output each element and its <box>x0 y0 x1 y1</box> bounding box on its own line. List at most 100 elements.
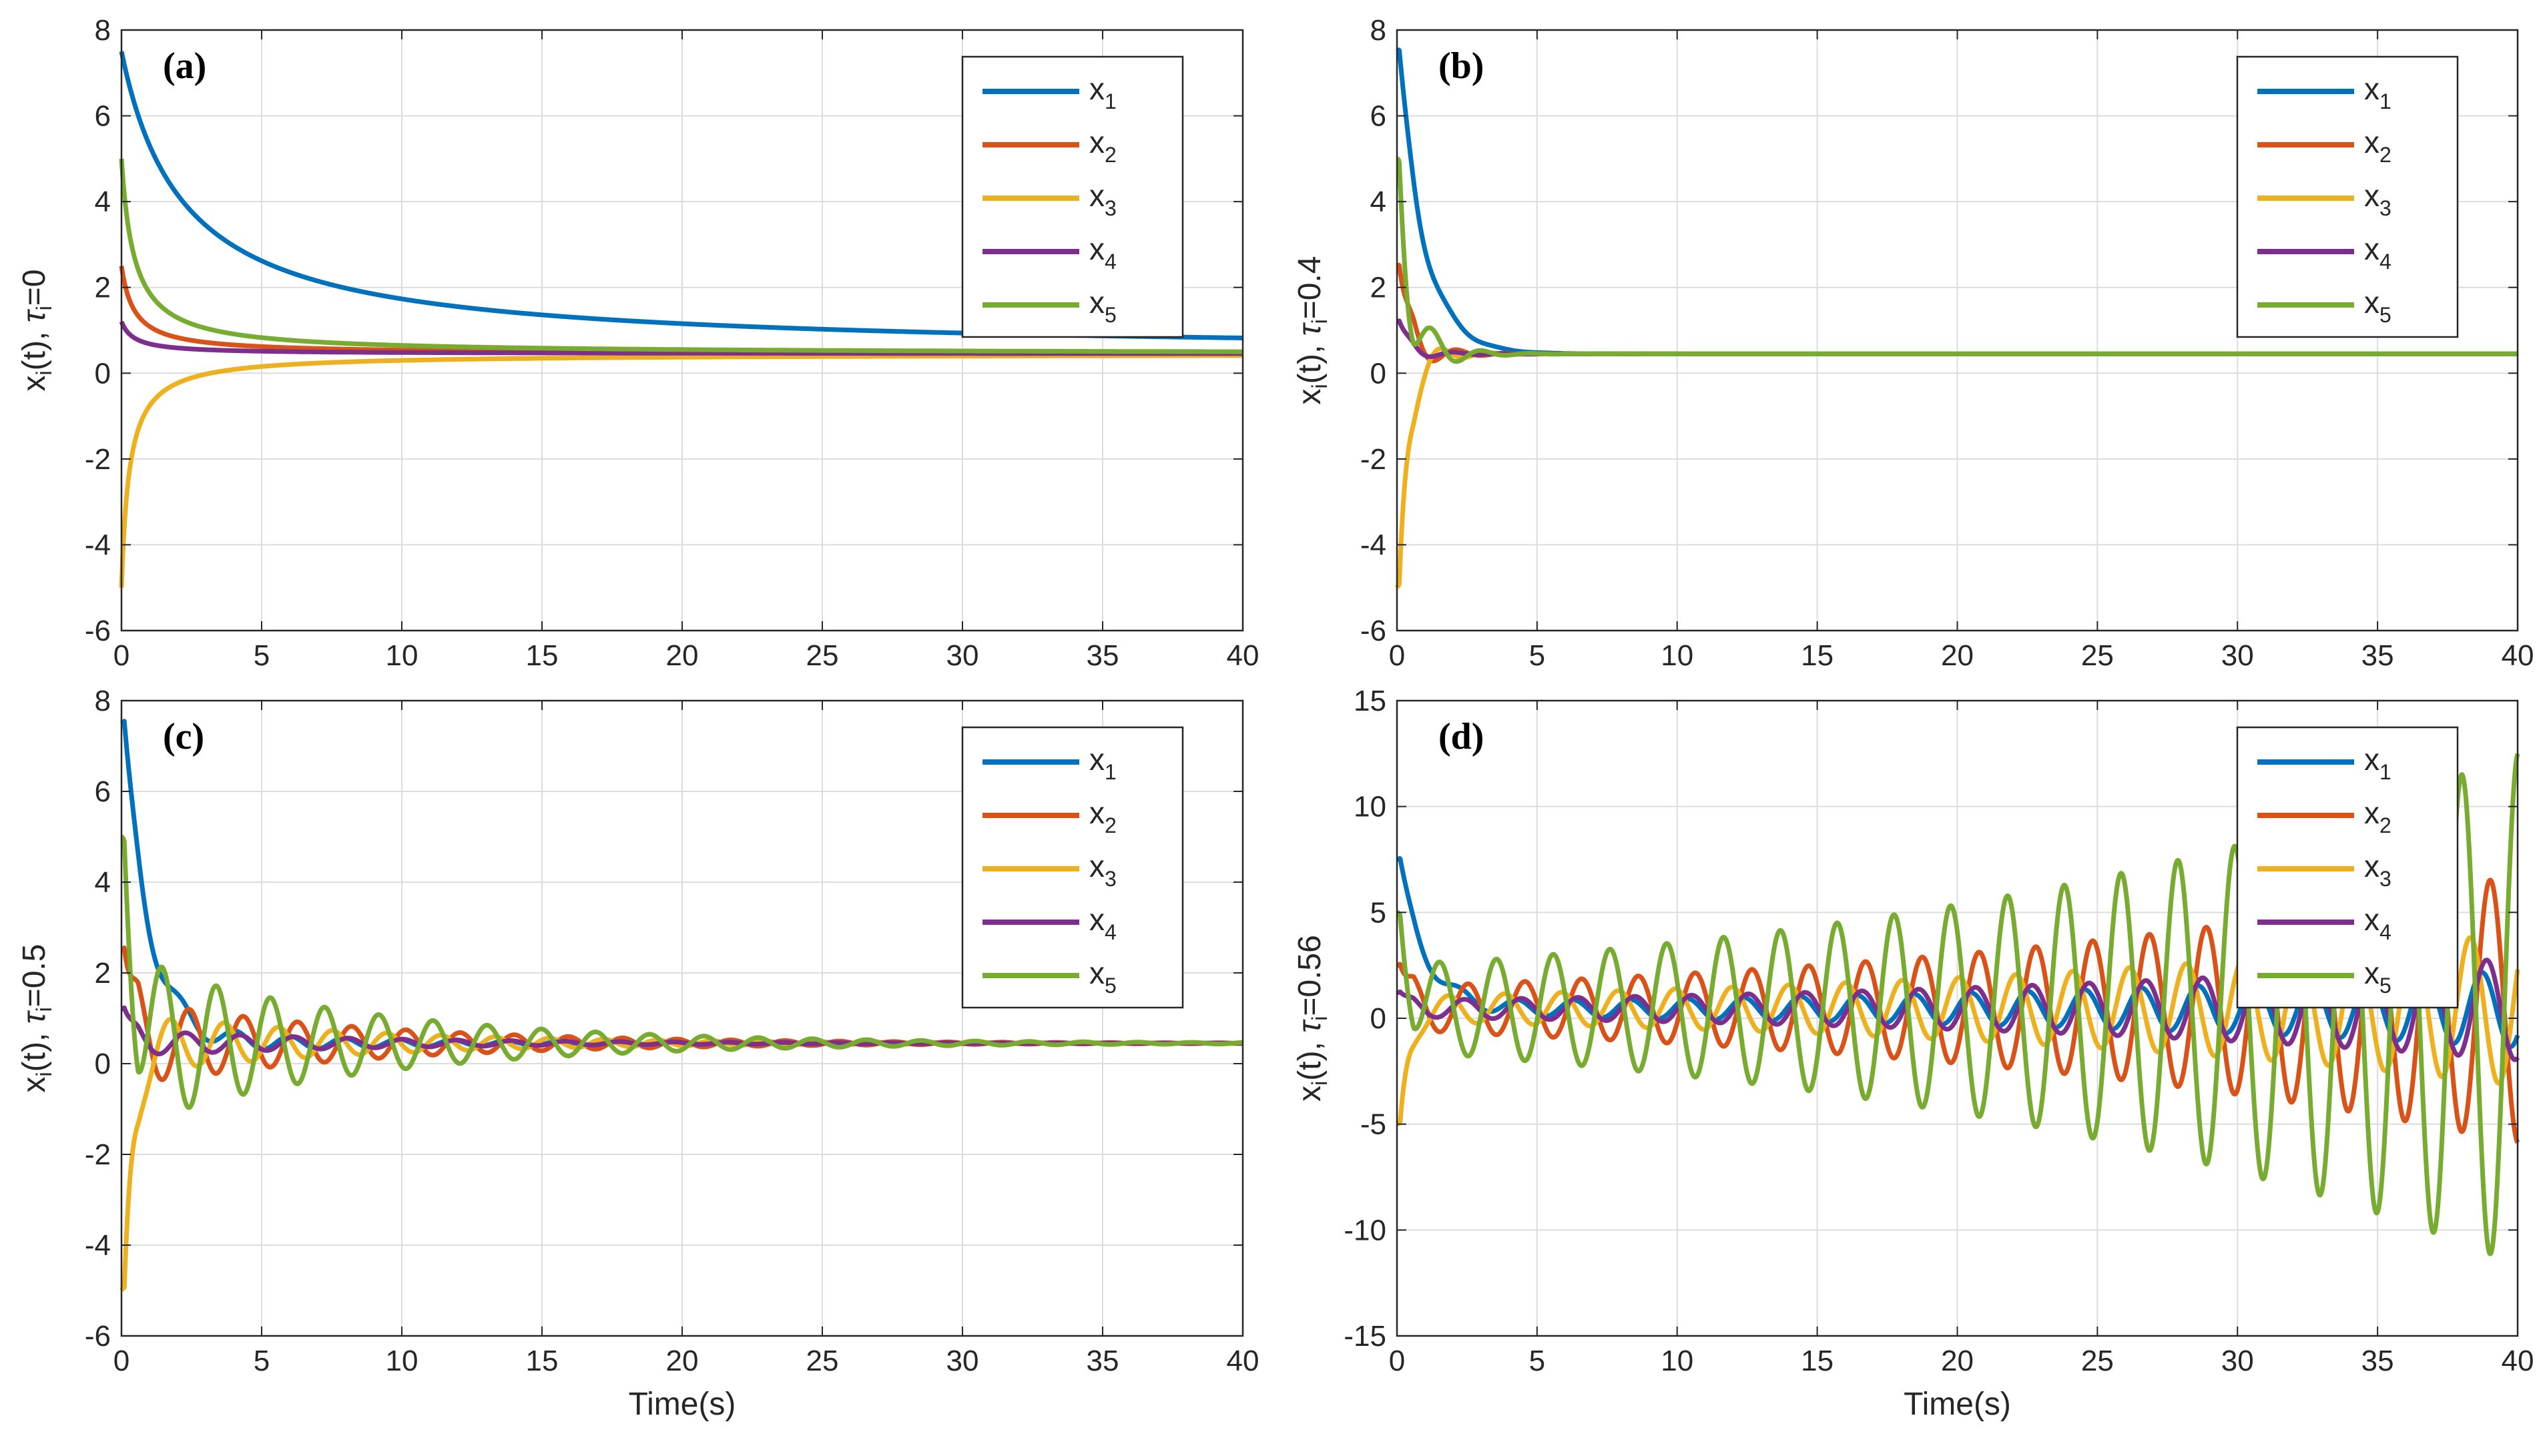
x-tick-label: 5 <box>1529 1345 1545 1377</box>
panel-b: 0 5 10 15 20 25 30 35 40 -6 -4 -2 0 2 4 6 8 xi(t), τi=0.4… <box>1292 14 2534 672</box>
legend-label-x2: x2 <box>2364 125 2391 167</box>
legend-label-x5: x5 <box>1089 285 1117 327</box>
x-tick-label: 10 <box>386 639 418 672</box>
x-tick-label: 20 <box>1941 1345 1974 1377</box>
y-tick-label: 6 <box>1370 100 1386 133</box>
x-tick-label: 10 <box>1661 1345 1693 1377</box>
legend-label-x4: x4 <box>2364 232 2391 274</box>
x-tick-label: 35 <box>1087 639 1119 672</box>
legend-label-x3: x3 <box>2364 849 2391 891</box>
x-tick-label: 40 <box>2502 639 2534 672</box>
series-line-x5 <box>1395 156 2520 364</box>
x-tick-label: 25 <box>2081 639 2114 672</box>
y-tick-label: -5 <box>1360 1108 1386 1141</box>
panel-d: 0 5 10 15 20 25 30 35 40 -15 -10 -5 0 5 10 15 xi(t), τi=… <box>1292 685 2534 1422</box>
series-line-x1 <box>1395 856 2520 1050</box>
legend-label-x3: x3 <box>2364 178 2391 220</box>
legend-label-x2: x2 <box>1089 795 1117 837</box>
legend-label-x2: x2 <box>2364 795 2391 837</box>
x-tick-label: 35 <box>2361 1345 2394 1377</box>
y-tick-label: 0 <box>1370 357 1386 390</box>
panel-c: 0 5 10 15 20 25 30 35 40 -6 -4 -2 0 2 4 6 8 xi(t), τi=0.5… <box>17 685 1259 1422</box>
legend-label-x2: x2 <box>1089 125 1117 167</box>
y-tick-label: -2 <box>1360 443 1386 476</box>
y-tick-label: -4 <box>85 1229 111 1262</box>
panel-label: (d) <box>1438 716 1484 757</box>
y-axis-label: xi(t), τi=0.5 <box>17 944 56 1093</box>
legend-label-x4: x4 <box>1089 902 1117 944</box>
x-tick-label: 0 <box>113 1345 129 1377</box>
x-tick-label: 5 <box>254 639 270 672</box>
y-tick-label: 0 <box>95 357 111 390</box>
y-tick-label: 8 <box>95 14 111 47</box>
series-line-x3 <box>119 353 1245 588</box>
y-tick-label: -6 <box>1360 615 1386 647</box>
legend-label-x4: x4 <box>2364 902 2391 944</box>
x-tick-label: 30 <box>946 639 979 672</box>
legend: x1 x2 x3 x4 x5 <box>2236 55 2459 338</box>
x-tick-label: 25 <box>806 1345 839 1377</box>
x-tick-label: 0 <box>113 639 129 672</box>
x-tick-label: 20 <box>666 639 699 672</box>
y-tick-label: 2 <box>1370 272 1386 304</box>
legend: x1 x2 x3 x4 x5 <box>961 55 1184 338</box>
x-tick-label: 15 <box>526 639 559 672</box>
y-tick-label: 4 <box>1370 186 1386 218</box>
x-tick-label: 35 <box>2361 639 2394 672</box>
y-axis-label: xi(t), τi=0 <box>17 270 56 392</box>
y-tick-label: 4 <box>95 866 111 899</box>
y-tick-label: 6 <box>95 775 111 808</box>
x-tick-label: 40 <box>2502 1345 2534 1377</box>
y-tick-label: -15 <box>1344 1320 1386 1353</box>
x-tick-label: 5 <box>1529 639 1545 672</box>
x-tick-label: 30 <box>2221 1345 2254 1377</box>
y-tick-label: -6 <box>85 615 111 647</box>
legend-label-x5: x5 <box>2364 285 2391 327</box>
legend-label-x1: x1 <box>1089 71 1117 113</box>
y-tick-label: -6 <box>85 1320 111 1353</box>
y-tick-label: 0 <box>95 1048 111 1080</box>
legend: x1 x2 x3 x4 x5 <box>961 726 1184 1009</box>
legend-label-x5: x5 <box>1089 956 1117 998</box>
x-tick-label: 10 <box>386 1345 418 1377</box>
x-tick-label: 5 <box>254 1345 270 1377</box>
legend-label-x5: x5 <box>2364 956 2391 998</box>
y-tick-label: -2 <box>85 443 111 476</box>
series-line-x5 <box>119 834 1245 1110</box>
legend-label-x1: x1 <box>2364 71 2391 113</box>
y-tick-label: -4 <box>1360 528 1386 561</box>
y-tick-label: 10 <box>1354 791 1386 823</box>
panel-label: (a) <box>163 45 206 87</box>
x-tick-label: 20 <box>666 1345 699 1377</box>
x-tick-label: 15 <box>526 1345 559 1377</box>
y-tick-label: -10 <box>1344 1214 1386 1246</box>
x-tick-label: 25 <box>2081 1345 2114 1377</box>
y-axis-label: xi(t), τi=0.4 <box>1292 256 1332 405</box>
x-tick-label: 0 <box>1389 1345 1405 1377</box>
x-tick-label: 40 <box>1227 639 1259 672</box>
legend-label-x1: x1 <box>1089 742 1117 784</box>
y-tick-label: -4 <box>85 528 111 561</box>
legend-label-x3: x3 <box>1089 849 1117 891</box>
panel-label: (c) <box>163 716 204 757</box>
series-line-x5 <box>1395 753 2520 1256</box>
x-axis-label: Time(s) <box>629 1387 736 1422</box>
x-tick-label: 30 <box>2221 639 2254 672</box>
series-line-x4 <box>1395 958 2520 1062</box>
x-tick-label: 20 <box>1941 639 1974 672</box>
x-tick-label: 30 <box>946 1345 979 1377</box>
x-tick-label: 10 <box>1661 639 1693 672</box>
legend: x1 x2 x3 x4 x5 <box>2236 726 2459 1009</box>
x-axis-label: Time(s) <box>1904 1387 2011 1422</box>
x-tick-label: 40 <box>1227 1345 1259 1377</box>
series-line-x5 <box>119 158 1245 354</box>
y-tick-label: 2 <box>95 957 111 990</box>
y-axis-label: xi(t), τi=0.56 <box>1292 935 1332 1102</box>
y-tick-label: 0 <box>1370 1002 1386 1035</box>
y-tick-label: -2 <box>85 1138 111 1171</box>
y-tick-label: 15 <box>1354 685 1386 717</box>
panel-a: 0 5 10 15 20 25 30 35 40 -6 -4 -2 0 2 4 6 8 xi(t), τi=0 (a… <box>17 14 1259 672</box>
x-tick-label: 15 <box>1801 1345 1833 1377</box>
x-tick-label: 15 <box>1801 639 1833 672</box>
